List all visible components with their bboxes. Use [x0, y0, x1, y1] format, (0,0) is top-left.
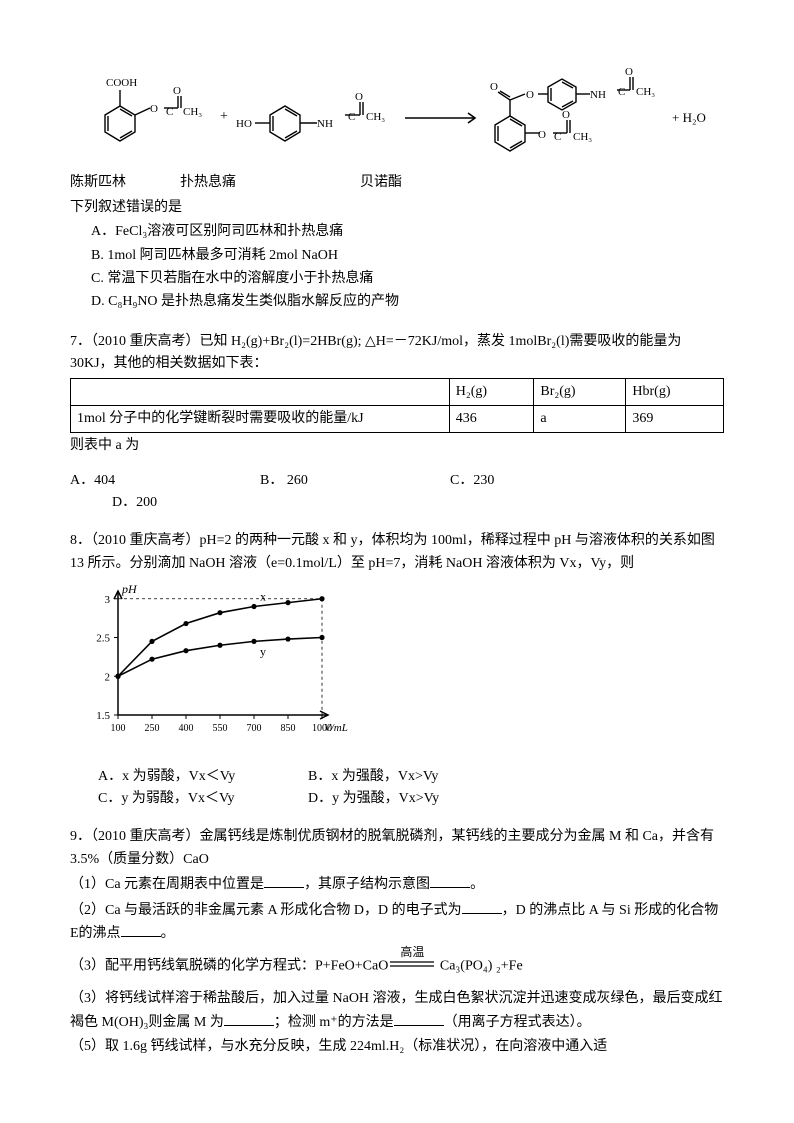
q6-opt-c: C. 常温下贝若脂在水中的溶解度小于扑热息痛: [91, 268, 724, 290]
table-row: H₂(g) Br₂(g) Hbr(g): [71, 378, 724, 405]
q8-opt-a: A．x 为弱酸，Vx＜Vy: [98, 766, 308, 788]
svg-text:550: 550: [213, 723, 228, 734]
q6-options: A．FeCl₃溶液可区别阿司匹林和扑热息痛 B. 1mol 阿司匹林最多可消耗 …: [91, 221, 724, 314]
q6-stem: 下列叙述错误的是: [70, 197, 724, 219]
svg-text:700: 700: [247, 723, 262, 734]
svg-text:250: 250: [145, 723, 160, 734]
text: Ca₃(PO₄) ₂+Fe: [436, 959, 522, 974]
q9-p5: （5）取 1.6g 钙线试样，与水充分反映，生成 224ml.H₂（标准状况），…: [70, 1036, 724, 1058]
q7-opt-c: C．230: [450, 470, 494, 492]
cell: H₂(g): [449, 378, 534, 405]
text: 。: [161, 926, 175, 941]
cell: 369: [626, 405, 724, 432]
blank: [462, 899, 502, 914]
q7-after: 则表中 a 为: [70, 435, 724, 457]
q7-opt-d: D．200: [112, 492, 724, 514]
svg-text:C: C: [348, 111, 355, 123]
q6-reaction-diagram: COOH O C CH₃ O + HO NH C CH₃ O: [70, 60, 724, 168]
cell: [71, 378, 450, 405]
svg-text:O: O: [173, 85, 181, 97]
blank: [121, 922, 161, 937]
svg-text:+ H₂O: + H₂O: [672, 110, 706, 125]
q8-chart: 1.522.531002504005507008501000pHV/mLxy: [80, 581, 724, 759]
q6-opt-a: A．FeCl₃溶液可区别阿司匹林和扑热息痛: [91, 221, 724, 243]
text: ；检测 m⁺的方法是: [274, 1015, 394, 1030]
text: （用离子方程式表达）。: [444, 1015, 591, 1030]
text: （1）Ca 元素在周期表中位置是: [70, 877, 264, 892]
q9-stem: 9．（2010 重庆高考）金属钙线是炼制优质钢材的脱氧脱磷剂，某钙线的主要成分为…: [70, 826, 724, 871]
label-b: 扑热息痛: [180, 172, 360, 194]
svg-text:CH₃: CH₃: [366, 111, 385, 123]
svg-text:850: 850: [281, 723, 296, 734]
reaction-arrow: 高温: [390, 955, 434, 977]
svg-text:pH: pH: [121, 582, 138, 596]
svg-text:O: O: [526, 89, 534, 101]
q6-opt-b: B. 1mol 阿司匹林最多可消耗 2mol NaOH: [91, 245, 724, 267]
svg-text:100: 100: [111, 723, 126, 734]
svg-text:O: O: [355, 91, 363, 103]
q9-p3: （3）配平用钙线氧脱磷的化学方程式：P+FeO+CaO高温 Ca₃(PO₄) ₂…: [70, 955, 724, 978]
label-a: 陈斯匹林: [70, 172, 180, 194]
q8-opt-d: D．y 为强酸，Vx>Vy: [308, 788, 439, 810]
cell: Hbr(g): [626, 378, 724, 405]
q8-opt-c: C．y 为弱酸，Vx＜Vy: [98, 788, 308, 810]
svg-text:V/mL: V/mL: [324, 722, 348, 734]
svg-text:C: C: [554, 131, 561, 143]
blank: [264, 873, 304, 888]
svg-text:2: 2: [105, 672, 111, 684]
q8-opt-b: B．x 为强酸，Vx>Vy: [308, 766, 438, 788]
cell: a: [534, 405, 626, 432]
svg-text:O: O: [538, 129, 546, 141]
svg-text:1.5: 1.5: [96, 710, 110, 722]
svg-text:O: O: [562, 109, 570, 121]
q7-opt-a: A．404: [70, 470, 260, 492]
svg-text:+: +: [220, 109, 228, 124]
q7-stem: 7．（2010 重庆高考）已知 H₂(g)+Br₂(l)=2HBr(g); △H…: [70, 331, 724, 376]
svg-text:C: C: [166, 106, 173, 118]
label-c: 贝诺酯: [360, 172, 402, 194]
svg-text:2.5: 2.5: [96, 633, 110, 645]
svg-text:C: C: [618, 86, 625, 98]
svg-text:O: O: [150, 103, 158, 115]
q8-options: A．x 为弱酸，Vx＜Vy B．x 为强酸，Vx>Vy C．y 为弱酸，Vx＜V…: [98, 766, 724, 811]
cell: 436: [449, 405, 534, 432]
q9-p2: （2）Ca 与最活跃的非金属元素 A 形成化合物 D，D 的电子式为，D 的沸点…: [70, 899, 724, 946]
svg-text:NH: NH: [590, 89, 606, 101]
q7-options: A．404 B． 260 C．230: [70, 470, 724, 492]
svg-text:O: O: [625, 66, 633, 78]
svg-text:HO: HO: [236, 118, 252, 130]
table-row: 1mol 分子中的化学键断裂时需要吸收的能量/kJ 436 a 369: [71, 405, 724, 432]
svg-text:3: 3: [105, 594, 111, 606]
q7-table: H₂(g) Br₂(g) Hbr(g) 1mol 分子中的化学键断裂时需要吸收的…: [70, 378, 724, 434]
q7-opt-b: B． 260: [260, 470, 450, 492]
q8-stem: 8．（2010 重庆高考）pH=2 的两种一元酸 x 和 y，体积均为 100m…: [70, 530, 724, 575]
blank: [394, 1011, 444, 1026]
q9-p1: （1）Ca 元素在周期表中位置是 ，其原子结构示意图 。: [70, 873, 724, 896]
cell: Br₂(g): [534, 378, 626, 405]
q6-labels: 陈斯匹林 扑热息痛 贝诺酯: [70, 172, 724, 194]
svg-text:CH₃: CH₃: [183, 106, 202, 118]
svg-text:O: O: [490, 81, 498, 93]
blank: [224, 1011, 274, 1026]
blank: [430, 873, 470, 888]
svg-text:CH₃: CH₃: [636, 86, 655, 98]
svg-text:NH: NH: [317, 118, 333, 130]
cell: 1mol 分子中的化学键断裂时需要吸收的能量/kJ: [71, 405, 450, 432]
text: （2）Ca 与最活跃的非金属元素 A 形成化合物 D，D 的电子式为: [70, 903, 462, 918]
svg-text:400: 400: [179, 723, 194, 734]
svg-text:CH₃: CH₃: [573, 131, 592, 143]
q9-p4: （3）将钙线试样溶于稀盐酸后，加入过量 NaOH 溶液，生成白色絮状沉淀并迅速变…: [70, 988, 724, 1034]
svg-text:x: x: [260, 590, 266, 604]
q6-opt-d: D. C₈H₉NO 是扑热息痛发生类似脂水解反应的产物: [91, 291, 724, 313]
text: ，其原子结构示意图: [304, 877, 430, 892]
svg-text:COOH: COOH: [106, 77, 137, 89]
text: 。: [470, 877, 484, 892]
text: （3）配平用钙线氧脱磷的化学方程式：P+FeO+CaO: [70, 959, 388, 974]
svg-text:y: y: [260, 645, 266, 659]
